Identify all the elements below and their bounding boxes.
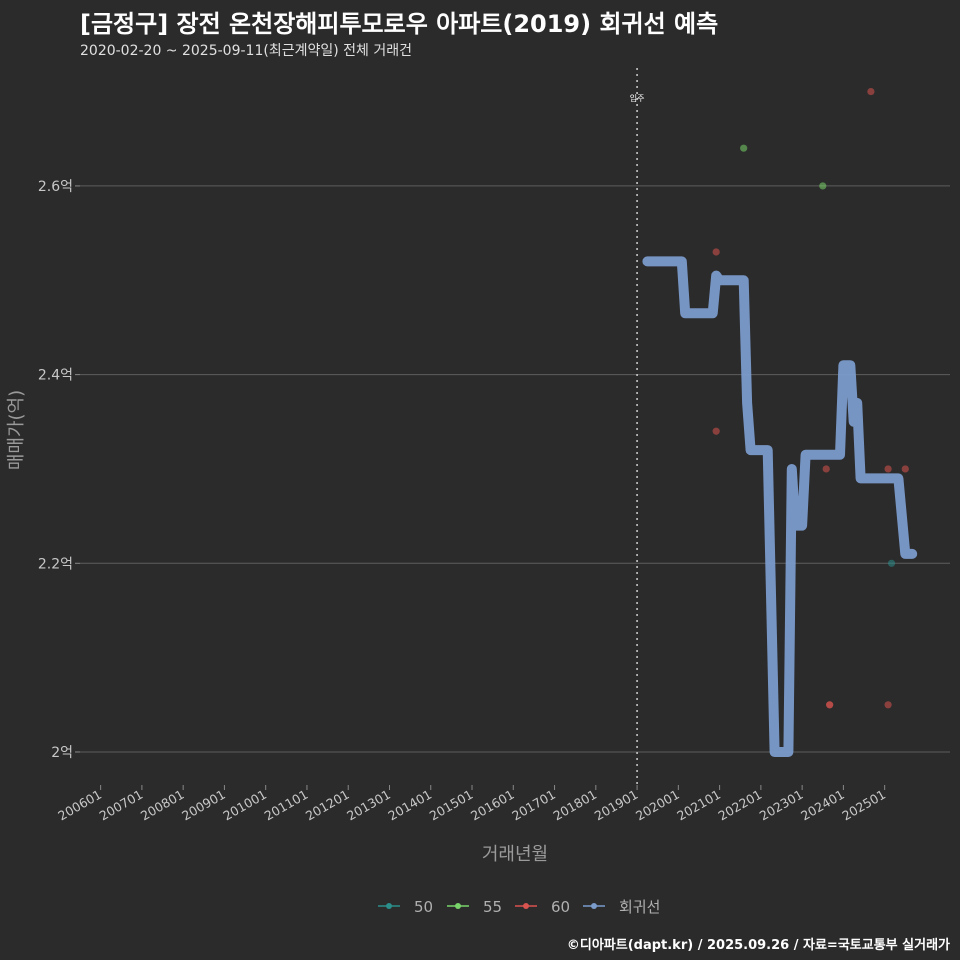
x-tick-label: 200701 <box>97 787 146 824</box>
data-point-60 <box>901 465 909 473</box>
x-tick-label: 200901 <box>179 787 228 824</box>
y-tick-label: 2.6억 <box>38 179 73 195</box>
x-tick-label: 202401 <box>798 787 847 824</box>
x-tick-label: 202001 <box>633 787 682 824</box>
x-tick-label: 201501 <box>427 787 476 824</box>
data-point-55 <box>740 144 748 152</box>
data-point-60 <box>712 427 720 435</box>
source-caption: ©디아파트(dapt.kr) / 2025.09.26 / 자료=국토교통부 실… <box>566 938 950 953</box>
data-point-60 <box>826 701 834 709</box>
x-tick-label: 201401 <box>385 787 434 824</box>
x-tick-label: 202301 <box>757 787 806 824</box>
x-tick-label: 200801 <box>138 787 187 824</box>
data-point-60 <box>867 87 875 96</box>
legend-label: 55 <box>483 898 502 916</box>
x-tick-label: 201801 <box>550 787 599 824</box>
regression-line-group <box>642 256 918 757</box>
data-point-60 <box>822 465 830 473</box>
legend: 50 55 60 회귀선 <box>378 898 660 916</box>
x-tick-label: 201601 <box>468 787 517 824</box>
x-tick-label: 201701 <box>509 787 558 824</box>
legend-label: 60 <box>551 898 570 916</box>
move-in-label: 입주 <box>630 94 645 103</box>
legend-swatch-dot <box>523 903 529 909</box>
chart-title: [금정구] 장전 온천장해피투모로우 아파트(2019) 회귀선 예측 <box>80 10 719 38</box>
legend-swatch-dot <box>386 903 392 909</box>
legend-swatch-dot <box>455 903 461 909</box>
regression-line <box>642 256 918 757</box>
transaction-points <box>712 87 909 709</box>
x-tick-label: 200601 <box>55 787 104 824</box>
x-tick-label: 202201 <box>716 787 765 824</box>
legend-label: 회귀선 <box>619 898 660 916</box>
move-in-marker: 입주 <box>630 68 645 785</box>
chart-subtitle: 2020-02-20 ~ 2025-09-11(최근계약일) 전체 거래건 <box>80 43 412 59</box>
legend-label: 50 <box>414 898 433 916</box>
y-tick-label: 2.2억 <box>38 556 73 572</box>
x-tick-label: 202101 <box>674 787 723 824</box>
y-tick-label: 2.4억 <box>38 368 73 384</box>
x-tick-label: 201001 <box>220 787 269 824</box>
x-tick-label: 201301 <box>344 787 393 824</box>
grid-lines <box>80 185 950 753</box>
data-point-60 <box>712 248 720 256</box>
x-tick-label: 201101 <box>262 787 311 824</box>
legend-swatch-dot <box>591 903 597 909</box>
x-axis-ticks: 2006012007012008012009012010012011012012… <box>55 785 888 823</box>
data-point-55 <box>819 182 827 190</box>
data-point-60 <box>884 701 892 709</box>
data-point-60 <box>884 465 892 473</box>
x-axis-title: 거래년월 <box>482 844 548 865</box>
y-tick-label: 2억 <box>51 745 73 761</box>
y-axis-ticks: 2억 2.2억 2.4억 2.6억 <box>38 179 80 761</box>
x-tick-label: 202501 <box>839 787 888 824</box>
x-tick-label: 201901 <box>592 787 641 824</box>
data-point-50 <box>887 559 896 567</box>
x-tick-label: 201201 <box>303 787 352 824</box>
y-axis-title: 매매가(억) <box>6 390 27 470</box>
